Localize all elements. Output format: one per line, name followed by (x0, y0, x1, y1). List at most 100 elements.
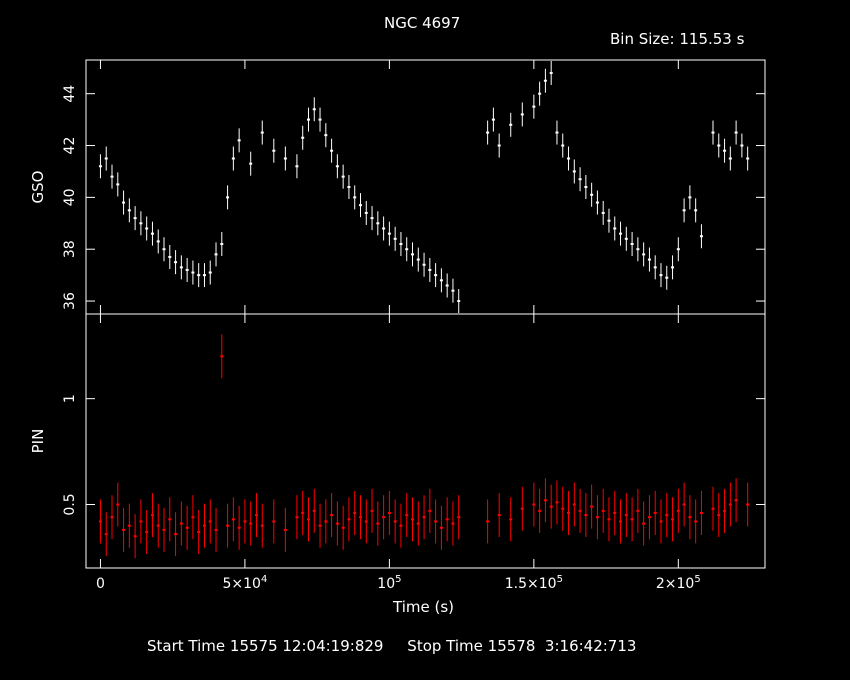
data-marker-pin (422, 516, 426, 519)
data-marker-gso (110, 175, 114, 178)
data-marker-pin (578, 509, 582, 512)
data-marker-gso (393, 237, 397, 240)
data-marker-pin (98, 520, 102, 523)
data-marker-pin (699, 511, 703, 514)
data-marker-gso (699, 235, 703, 238)
data-marker-gso (428, 268, 432, 271)
data-marker-pin (688, 516, 692, 519)
data-marker-gso (145, 227, 149, 230)
data-marker-pin (653, 511, 657, 514)
data-marker-gso (399, 243, 403, 246)
data-marker-gso (549, 71, 553, 74)
data-marker-pin (659, 520, 663, 523)
data-marker-pin (295, 516, 299, 519)
data-marker-gso (590, 193, 594, 196)
x-tick-label: 2×105 (656, 574, 701, 592)
data-marker-gso (653, 266, 657, 269)
data-marker-pin (486, 520, 490, 523)
data-marker-pin (445, 518, 449, 521)
data-marker-pin (283, 528, 287, 531)
data-marker-gso (260, 131, 264, 134)
data-marker-pin (428, 509, 432, 512)
data-marker-gso (116, 183, 120, 186)
data-marker-pin (590, 505, 594, 508)
data-marker-pin (202, 524, 206, 527)
data-marker-gso (376, 222, 380, 225)
data-marker-gso (98, 165, 102, 168)
data-marker-gso (318, 118, 322, 121)
y-tick-label: 40 (62, 188, 78, 206)
start-time-value: 15575 12:04:19:829 (229, 637, 384, 655)
y-tick-label: 1 (62, 394, 78, 403)
data-marker-pin (682, 503, 686, 506)
data-marker-pin (393, 520, 397, 523)
data-marker-gso (324, 134, 328, 137)
data-marker-gso (567, 157, 571, 160)
data-marker-gso (538, 92, 542, 95)
data-marker-pin (237, 526, 241, 529)
data-marker-pin (168, 518, 172, 521)
data-marker-pin (711, 507, 715, 510)
data-marker-pin (520, 507, 524, 510)
data-marker-gso (740, 144, 744, 147)
data-marker-pin (619, 520, 623, 523)
data-marker-gso (543, 79, 547, 82)
data-marker-pin (318, 524, 322, 527)
stop-time-value: 15578 3:16:42:713 (487, 637, 637, 655)
data-marker-gso (370, 217, 374, 220)
data-marker-pin (647, 516, 651, 519)
data-marker-pin (122, 528, 126, 531)
data-marker-gso (330, 149, 334, 152)
data-marker-pin (104, 533, 108, 536)
data-marker-pin (272, 520, 276, 523)
footer-times: Start Time 15575 12:04:19:829 Stop Time … (147, 637, 636, 655)
data-marker-gso (434, 274, 438, 277)
data-marker-pin (555, 501, 559, 504)
data-marker-gso (179, 266, 183, 269)
x-tick-label: 105 (377, 574, 401, 592)
data-marker-gso (133, 217, 137, 220)
data-marker-gso (127, 209, 131, 212)
data-marker-gso (671, 266, 675, 269)
data-marker-gso (353, 196, 357, 199)
data-marker-pin (174, 533, 178, 536)
data-marker-gso (520, 113, 524, 116)
data-marker-gso (451, 289, 455, 292)
data-marker-pin (162, 528, 166, 531)
data-marker-gso (295, 165, 299, 168)
data-marker-pin (208, 520, 212, 523)
data-marker-pin (561, 507, 565, 510)
y-tick-label: 38 (62, 240, 78, 258)
data-marker-gso (191, 271, 195, 274)
data-marker-gso (445, 284, 449, 287)
data-marker-pin (399, 524, 403, 527)
data-marker-pin (301, 511, 305, 514)
data-marker-pin (341, 526, 345, 529)
data-marker-pin (254, 514, 258, 517)
data-marker-gso (387, 232, 391, 235)
bin-size-label: Bin Size: 115.53 s (610, 30, 744, 48)
y-axis-label-pin: PIN (29, 429, 47, 454)
data-marker-gso (665, 276, 669, 279)
x-tick-label: 1.5×105 (505, 574, 563, 592)
data-marker-gso (711, 131, 715, 134)
data-marker-pin (434, 520, 438, 523)
data-marker-pin (567, 511, 571, 514)
data-marker-gso (746, 157, 750, 160)
data-marker-gso (283, 157, 287, 160)
data-marker-pin (249, 522, 253, 525)
data-marker-pin (607, 518, 611, 521)
data-marker-gso (694, 209, 698, 212)
y-tick-label: 0.5 (62, 493, 78, 515)
data-marker-pin (376, 522, 380, 525)
data-marker-gso (630, 243, 634, 246)
data-marker-gso (561, 144, 565, 147)
data-marker-gso (358, 204, 362, 207)
y-axis-label-gso: GSO (29, 171, 47, 204)
data-marker-pin (370, 509, 374, 512)
data-marker-gso (249, 162, 253, 165)
data-marker-gso (347, 186, 351, 188)
data-marker-gso (231, 157, 235, 160)
data-marker-pin (405, 514, 409, 517)
